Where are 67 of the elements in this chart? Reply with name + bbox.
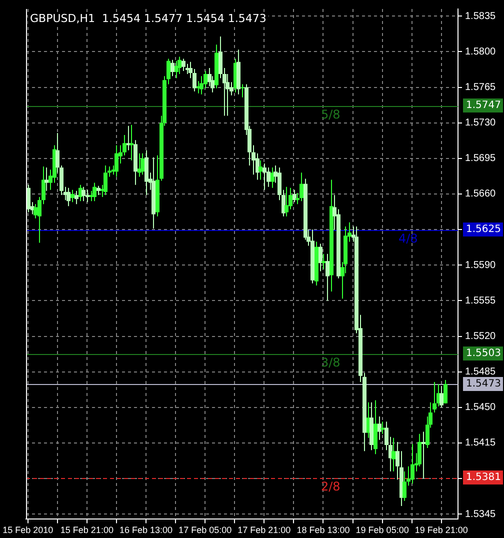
x-tick-label: 19 Feb 05:00: [356, 525, 409, 536]
ref-line-label: 1.5747: [466, 100, 501, 112]
candlestick: [326, 253, 330, 302]
candlestick: [422, 431, 426, 480]
ref-line-label: 1.5381: [466, 472, 501, 484]
annotation: 2/8: [320, 480, 340, 494]
y-tick-label: 1.5485: [465, 366, 496, 378]
chart-title: GBPUSD,H1 1.5454 1.5477 1.5454 1.5473: [30, 12, 266, 25]
candlestick: [322, 253, 326, 270]
y-tick-label: 1.5415: [465, 438, 496, 449]
candlestick: [292, 189, 296, 203]
candlestick: [258, 160, 262, 180]
candlestick: [174, 60, 178, 79]
candlestick: [140, 152, 144, 176]
candlestick: [92, 182, 96, 202]
y-tick-label: 1.5520: [465, 331, 496, 342]
y-tick-label: 1.5730: [465, 118, 496, 129]
candlestick: [170, 59, 174, 77]
y-tick-label: 1.5555: [465, 295, 496, 306]
ref-line-label: 1.5503: [466, 348, 501, 360]
annotation: 3/8: [320, 356, 340, 370]
candlestick: [74, 190, 78, 205]
annotation: 5/8: [320, 108, 340, 122]
ref-line-label: 1.5625: [466, 224, 501, 236]
candlestick: [66, 187, 70, 207]
x-tick-label: 17 Feb 05:00: [178, 525, 232, 536]
candlestick: [380, 421, 384, 434]
candlestick: [266, 167, 270, 188]
candlestick: [82, 186, 86, 202]
candlestick: [104, 165, 108, 196]
candlestick: [270, 167, 274, 188]
ref-line-label: 1.5473: [466, 378, 501, 390]
candlestick: [240, 84, 244, 98]
candlestick: [70, 189, 74, 203]
candlestick: [410, 443, 414, 484]
x-tick-label: 19 Feb 21:00: [414, 525, 468, 536]
y-tick-label: 1.5765: [465, 82, 496, 94]
candlestick: [178, 56, 182, 75]
x-tick-label: 17 Feb 21:00: [238, 525, 291, 536]
candlestick: [262, 162, 266, 190]
candlestick: [130, 124, 134, 161]
candlestick: [318, 243, 322, 272]
candlestick: [86, 189, 90, 203]
candlestick: [378, 416, 382, 440]
candlestick: [44, 167, 48, 192]
annotation: 4/8: [398, 232, 418, 246]
candlestick: [96, 185, 100, 196]
x-tick-label: 16 Feb 13:00: [119, 525, 173, 536]
y-tick-label: 1.5590: [465, 260, 496, 271]
candlestick: [182, 58, 186, 72]
candlestick: [114, 144, 118, 178]
x-tick-label: 18 Feb 13:00: [296, 525, 350, 536]
x-tick-label: 15 Feb 2010: [2, 525, 54, 536]
candlestick: [300, 172, 304, 202]
y-tick-label: 1.5450: [465, 402, 496, 414]
candlestick: [284, 186, 288, 217]
y-tick-label: 1.5345: [465, 508, 496, 520]
candlestick: [34, 204, 38, 219]
x-tick-label: 15 Feb 21:00: [60, 525, 114, 536]
y-tick-label: 1.5695: [465, 153, 496, 164]
candlestick: [440, 386, 444, 408]
candlestick: [444, 379, 448, 404]
y-tick-label: 1.5660: [465, 188, 496, 200]
y-tick-label: 1.5800: [465, 46, 496, 58]
candlestick: [402, 470, 406, 502]
candlestick: [392, 437, 396, 472]
y-tick-label: 1.5835: [465, 10, 496, 22]
